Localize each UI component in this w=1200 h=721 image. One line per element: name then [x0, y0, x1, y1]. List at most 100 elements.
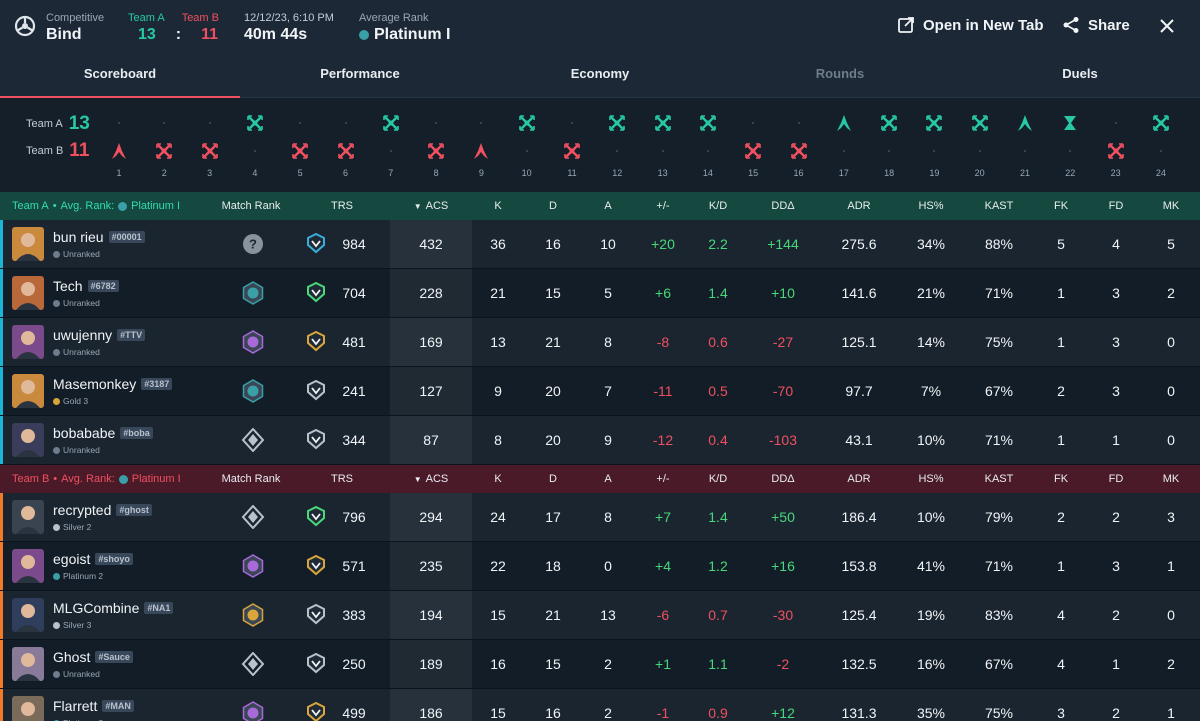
- round-21-team-a[interactable]: [1015, 113, 1035, 133]
- column-header-hs[interactable]: HS%: [918, 200, 944, 212]
- player-row[interactable]: bobababe #boba Unranked 344 87 8 20 9 -12 0.4 -…: [0, 416, 1200, 465]
- player-name[interactable]: Flarrett: [53, 698, 98, 714]
- round-10-team-a[interactable]: [517, 113, 537, 133]
- player-name-block[interactable]: uwujenny #TTV: [53, 327, 146, 343]
- column-header-kast[interactable]: KAST: [984, 473, 1014, 485]
- round-16-team-b[interactable]: [789, 141, 809, 161]
- player-row[interactable]: recrypted #ghost Silver 2 796 294 24 17 8 +7 1…: [0, 493, 1200, 542]
- column-header-d[interactable]: D: [549, 200, 557, 212]
- player-name-block[interactable]: recrypted #ghost: [53, 502, 152, 518]
- column-header-trs[interactable]: TRS: [331, 473, 353, 485]
- player-name[interactable]: uwujenny: [53, 327, 113, 343]
- column-header-dda[interactable]: DDΔ: [771, 200, 795, 212]
- round-21-team-b[interactable]: [1015, 141, 1035, 161]
- column-header-pm[interactable]: +/-: [656, 200, 670, 212]
- player-name-block[interactable]: bun rieu #00001: [53, 229, 145, 245]
- round-20-team-b[interactable]: [970, 141, 990, 161]
- tab-duels[interactable]: Duels: [1062, 66, 1098, 81]
- round-9-team-a[interactable]: [471, 113, 491, 133]
- player-name[interactable]: recrypted: [53, 502, 112, 518]
- player-row[interactable]: Tech #6782 Unranked 704 228 21 15 5 +6 1.4 +10 1…: [0, 269, 1200, 318]
- player-name-block[interactable]: Ghost #Sauce: [53, 649, 133, 665]
- share-button[interactable]: Share: [1062, 16, 1130, 34]
- column-header-acs[interactable]: ▼ ACS: [413, 200, 449, 212]
- tab-scoreboard[interactable]: Scoreboard: [0, 51, 240, 98]
- round-7-team-b[interactable]: [381, 141, 401, 161]
- round-3-team-b[interactable]: [200, 141, 220, 161]
- player-name[interactable]: Ghost: [53, 649, 91, 665]
- round-8-team-b[interactable]: [426, 141, 446, 161]
- player-name-block[interactable]: Tech #6782: [53, 278, 119, 294]
- player-name-block[interactable]: egoist #shoyo: [53, 551, 133, 567]
- round-23-team-a[interactable]: [1106, 113, 1126, 133]
- column-header-adr[interactable]: ADR: [847, 200, 871, 212]
- round-8-team-a[interactable]: [426, 113, 446, 133]
- round-19-team-a[interactable]: [924, 113, 944, 133]
- column-header-mk[interactable]: MK: [1162, 200, 1180, 212]
- column-header-a[interactable]: A: [604, 473, 612, 485]
- column-header-acs[interactable]: ▼ ACS: [413, 473, 449, 485]
- round-3-team-a[interactable]: [200, 113, 220, 133]
- round-13-team-b[interactable]: [653, 141, 673, 161]
- round-22-team-a[interactable]: [1060, 113, 1080, 133]
- round-11-team-a[interactable]: [562, 113, 582, 133]
- column-header-fd[interactable]: FD: [1108, 473, 1124, 485]
- round-14-team-b[interactable]: [698, 141, 718, 161]
- round-6-team-b[interactable]: [336, 141, 356, 161]
- round-6-team-a[interactable]: [336, 113, 356, 133]
- round-9-team-b[interactable]: [471, 141, 491, 161]
- round-1-team-b[interactable]: [109, 141, 129, 161]
- column-header-kast[interactable]: KAST: [984, 200, 1014, 212]
- column-header-hs[interactable]: HS%: [918, 473, 944, 485]
- round-10-team-b[interactable]: [517, 141, 537, 161]
- column-header-kd[interactable]: K/D: [708, 473, 728, 485]
- player-name-block[interactable]: bobababe #boba: [53, 425, 153, 441]
- tab-economy[interactable]: Economy: [570, 66, 630, 81]
- round-19-team-b[interactable]: [924, 141, 944, 161]
- round-23-team-b[interactable]: [1106, 141, 1126, 161]
- round-20-team-a[interactable]: [970, 113, 990, 133]
- column-header-fd[interactable]: FD: [1108, 200, 1124, 212]
- round-11-team-b[interactable]: [562, 141, 582, 161]
- round-24-team-b[interactable]: [1151, 141, 1171, 161]
- player-name[interactable]: bun rieu: [53, 229, 104, 245]
- column-header-pm[interactable]: +/-: [656, 473, 670, 485]
- round-4-team-b[interactable]: [245, 141, 265, 161]
- round-12-team-a[interactable]: [607, 113, 627, 133]
- column-header-k[interactable]: K: [494, 473, 502, 485]
- column-header-match-rank[interactable]: Match Rank: [221, 473, 281, 485]
- round-22-team-b[interactable]: [1060, 141, 1080, 161]
- round-5-team-b[interactable]: [290, 141, 310, 161]
- column-header-kd[interactable]: K/D: [708, 200, 728, 212]
- player-row[interactable]: Masemonkey #3187 Gold 3 241 127 9 20 7 -11 0.5…: [0, 367, 1200, 416]
- column-header-a[interactable]: A: [604, 200, 612, 212]
- round-5-team-a[interactable]: [290, 113, 310, 133]
- column-header-fk[interactable]: FK: [1053, 200, 1069, 212]
- column-header-d[interactable]: D: [549, 473, 557, 485]
- round-2-team-a[interactable]: [154, 113, 174, 133]
- player-row[interactable]: Ghost #Sauce Unranked 250 189 16 15 2 +1 1.1 -2…: [0, 640, 1200, 689]
- round-2-team-b[interactable]: [154, 141, 174, 161]
- column-header-adr[interactable]: ADR: [847, 473, 871, 485]
- player-row[interactable]: Flarrett #MAN Platinum 2 499 186 15 16 2 -1 0.…: [0, 689, 1200, 721]
- player-name-block[interactable]: Masemonkey #3187: [53, 376, 173, 392]
- player-name[interactable]: bobababe: [53, 425, 116, 441]
- round-16-team-a[interactable]: [789, 113, 809, 133]
- round-7-team-a[interactable]: [381, 113, 401, 133]
- round-18-team-a[interactable]: [879, 113, 899, 133]
- column-header-match-rank[interactable]: Match Rank: [221, 200, 281, 212]
- round-1-team-a[interactable]: [109, 113, 129, 133]
- round-15-team-b[interactable]: [743, 141, 763, 161]
- column-header-k[interactable]: K: [494, 200, 502, 212]
- player-name-block[interactable]: MLGCombine #NA1: [53, 600, 174, 616]
- player-name[interactable]: Masemonkey: [53, 376, 137, 392]
- player-name[interactable]: Tech: [53, 278, 83, 294]
- round-17-team-b[interactable]: [834, 141, 854, 161]
- player-name[interactable]: MLGCombine: [53, 600, 140, 616]
- player-row[interactable]: egoist #shoyo Platinum 2 571 235 22 18 0 +4 1.…: [0, 542, 1200, 591]
- player-row[interactable]: bun rieu #00001 Unranked ? 984 432 36 16 10 +…: [0, 220, 1200, 269]
- tab-rounds[interactable]: Rounds: [815, 66, 865, 81]
- player-row[interactable]: MLGCombine #NA1 Silver 3 383 194 15 21 13 -6 0…: [0, 591, 1200, 640]
- round-14-team-a[interactable]: [698, 113, 718, 133]
- column-header-trs[interactable]: TRS: [331, 200, 353, 212]
